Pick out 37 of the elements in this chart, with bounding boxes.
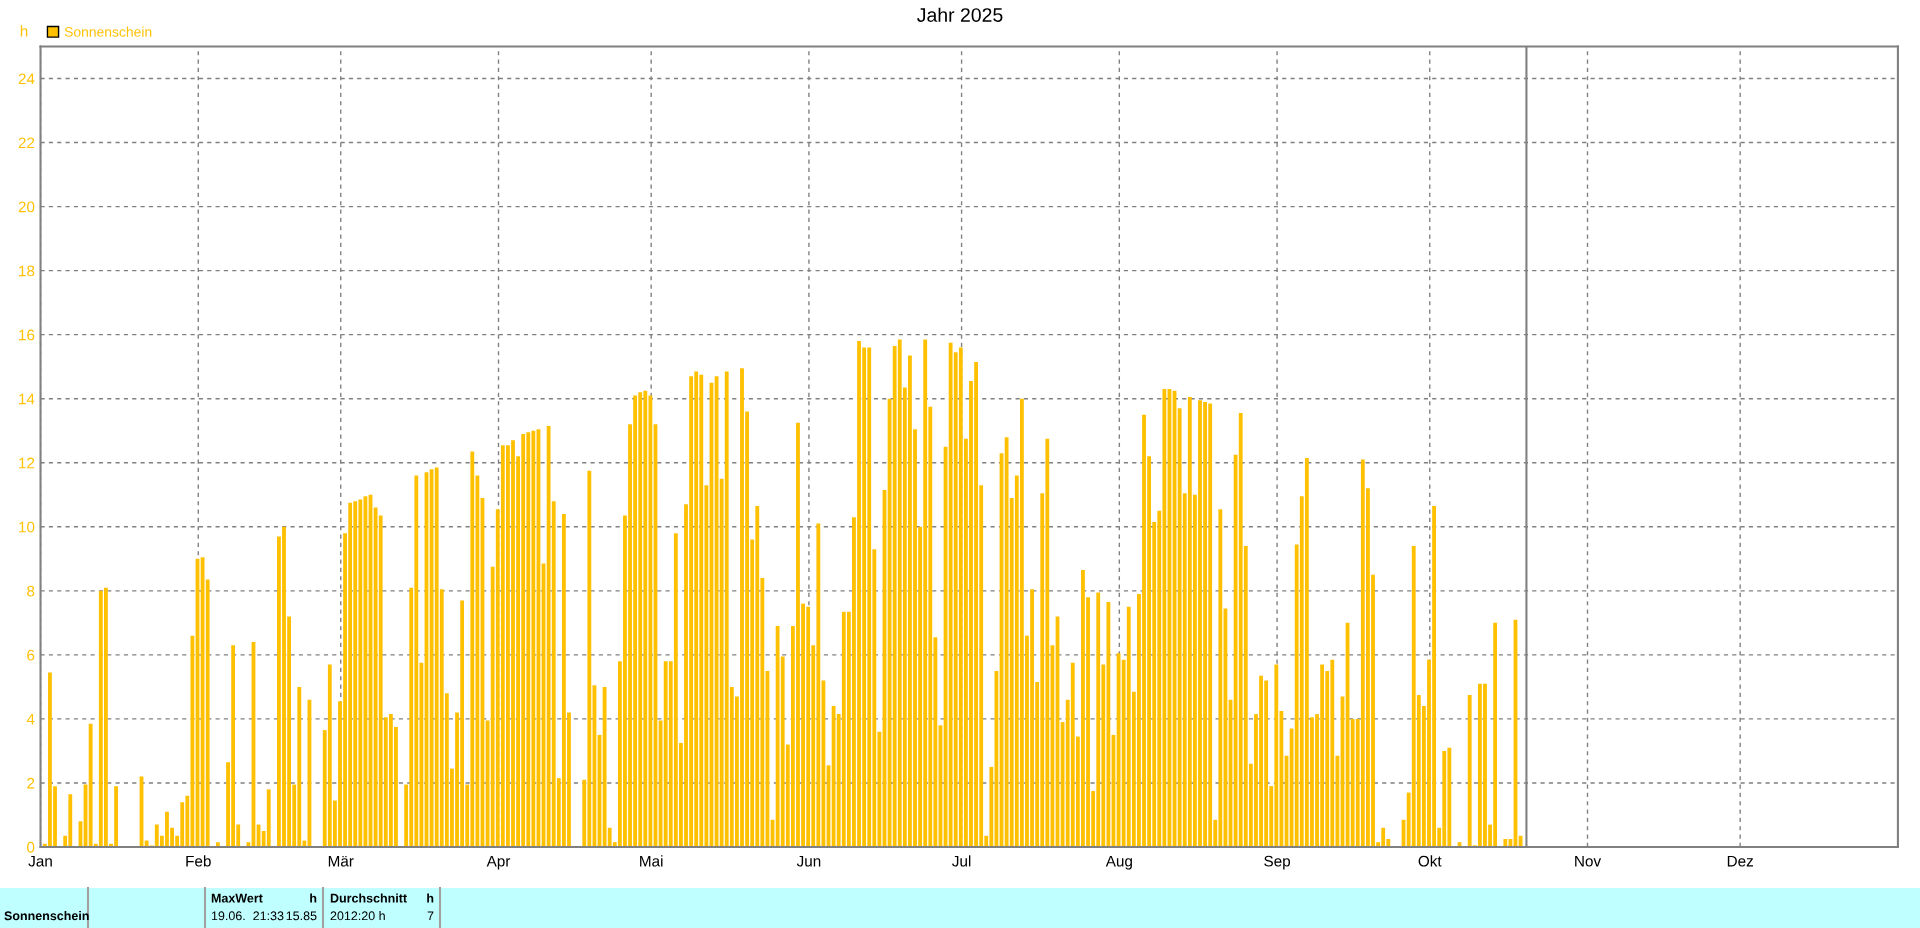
y-axis-title: h [20, 25, 28, 37]
y-tick-label: 8 [27, 585, 35, 597]
x-tick-label: Jun [796, 855, 821, 867]
x-tick-label: Jan [28, 855, 52, 867]
y-tick-label: 2 [27, 777, 35, 789]
text: 15.85 [286, 911, 317, 921]
y-tick-label: 18 [19, 265, 35, 277]
y-tick-label: 6 [27, 649, 35, 661]
x-tick-label: Okt [1418, 855, 1442, 867]
x-tick-label: Feb [186, 855, 211, 867]
y-tick-label: 16 [19, 329, 35, 341]
x-tick-label: Dez [1727, 855, 1753, 867]
y-tick-label: 22 [18, 137, 35, 149]
y-tick-label: 24 [18, 73, 35, 85]
text: MaxWert [211, 893, 263, 903]
text: 2012:20 h [330, 911, 385, 921]
y-tick-label: 20 [18, 201, 35, 213]
text: Sonnenschein [4, 911, 89, 921]
text: 7 [427, 911, 434, 921]
text: 19.06. 21:33 [211, 911, 284, 921]
y-tick-label: 10 [19, 521, 35, 533]
y-tick-label: 0 [27, 841, 35, 853]
x-tick-label: Sep [1264, 855, 1291, 870]
chart-title: Jahr 2025 [917, 7, 1003, 22]
text: Durchschnitt [330, 893, 407, 903]
y-tick-label: 14 [19, 393, 35, 405]
text: h [427, 893, 434, 903]
x-tick-label: Jul [952, 855, 971, 867]
y-tick-label: 4 [26, 713, 35, 725]
y-tick-label: 12 [19, 457, 35, 469]
x-tick-label: Apr [486, 855, 511, 870]
x-tick-label: Mär [328, 855, 354, 867]
x-tick-label: Nov [1575, 855, 1602, 867]
x-tick-label: Aug [1105, 855, 1132, 870]
legend-label: Sonnenschein [64, 26, 152, 37]
x-tick-label: Mai [640, 855, 663, 867]
text: h [310, 893, 317, 903]
